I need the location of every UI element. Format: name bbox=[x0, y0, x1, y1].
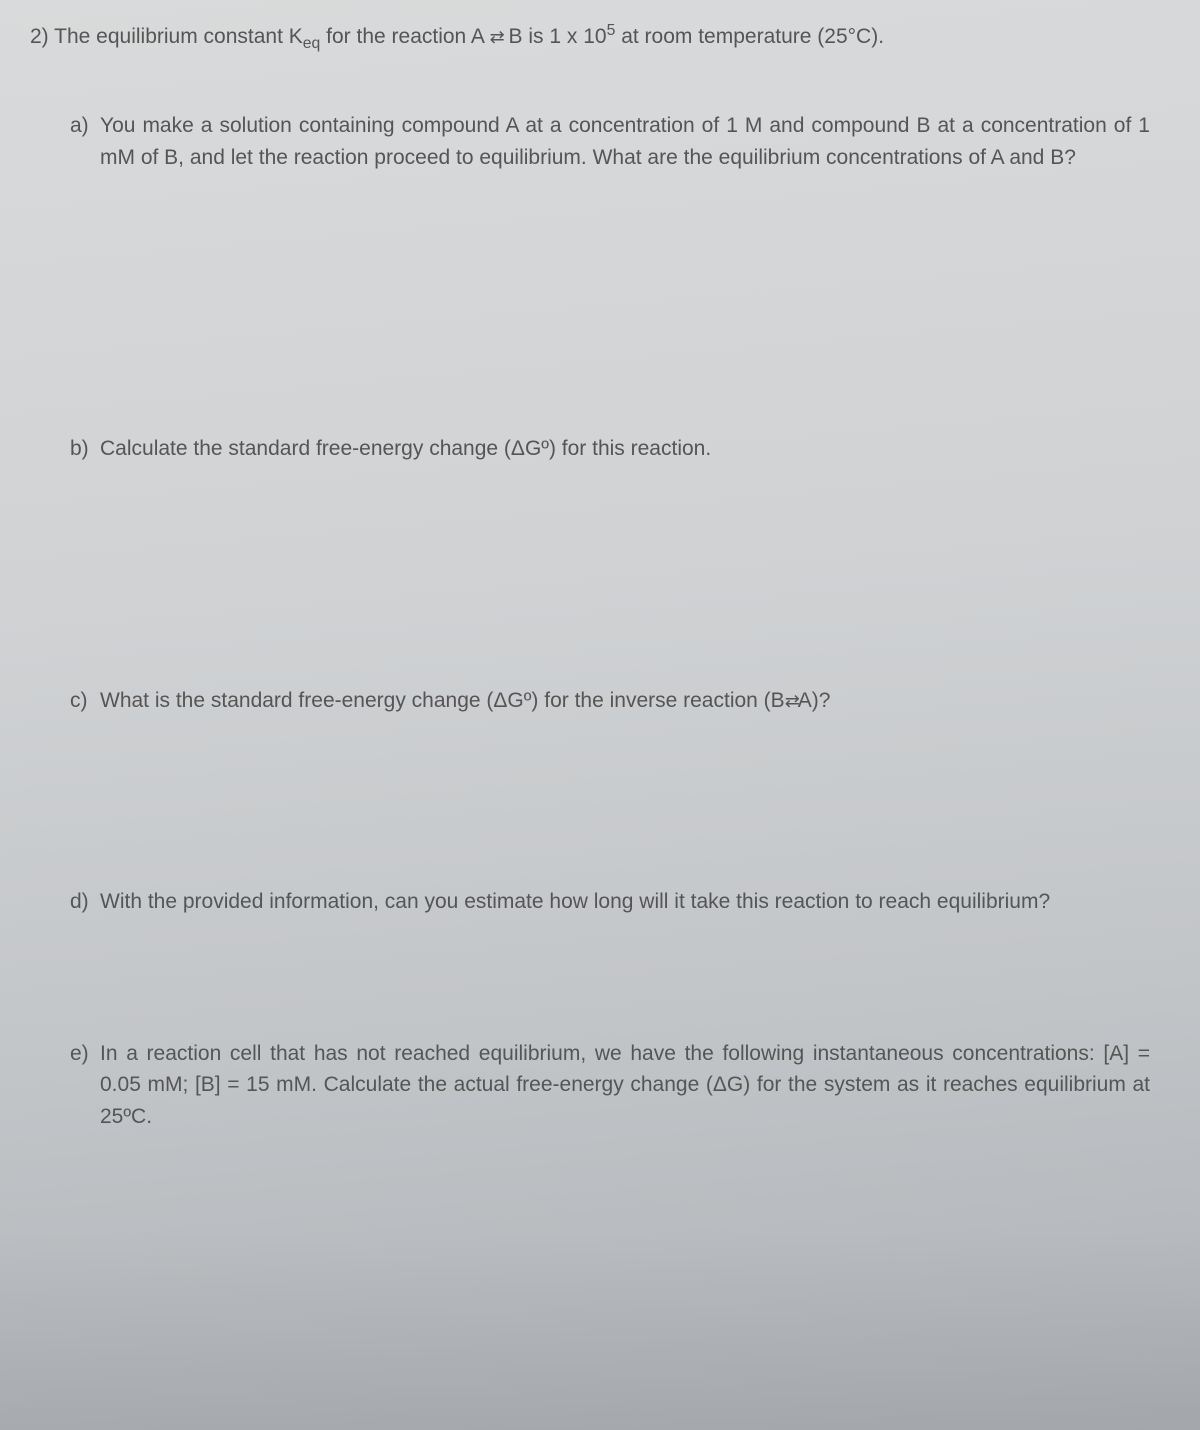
part-a-label: a) bbox=[70, 110, 100, 142]
question-header: 2) The equilibrium constant Keq for the … bbox=[30, 20, 1170, 55]
part-c-label: c) bbox=[70, 685, 100, 717]
equilibrium-arrows-icon: ⇄ bbox=[785, 688, 798, 715]
page-shadow bbox=[0, 1230, 1200, 1430]
header-text: The equilibrium constant Keq for the rea… bbox=[54, 25, 884, 48]
part-b-text: Calculate the standard free-energy chang… bbox=[100, 437, 711, 460]
part-b-label: b) bbox=[70, 433, 100, 465]
part-d-label: d) bbox=[70, 886, 100, 918]
equilibrium-arrows-icon: ⇄ bbox=[490, 25, 503, 50]
part-e: e)In a reaction cell that has not reache… bbox=[100, 1038, 1150, 1133]
part-e-text: In a reaction cell that has not reached … bbox=[100, 1042, 1150, 1128]
part-c-text: What is the standard free-energy change … bbox=[100, 689, 830, 712]
part-e-label: e) bbox=[70, 1038, 100, 1070]
part-a-text: You make a solution containing compound … bbox=[100, 114, 1150, 169]
question-number: 2) bbox=[30, 25, 49, 48]
part-d: d)With the provided information, can you… bbox=[100, 886, 1150, 918]
part-a: a)You make a solution containing compoun… bbox=[100, 110, 1150, 173]
part-c: c)What is the standard free-energy chang… bbox=[100, 685, 1150, 717]
part-b: b)Calculate the standard free-energy cha… bbox=[100, 433, 1150, 465]
part-d-text: With the provided information, can you e… bbox=[100, 890, 1050, 913]
